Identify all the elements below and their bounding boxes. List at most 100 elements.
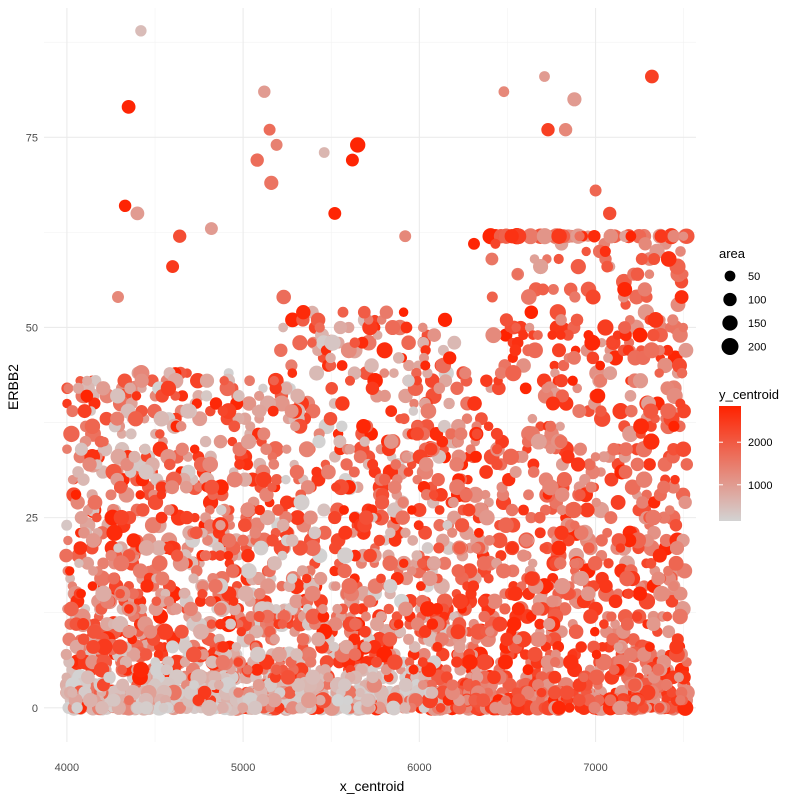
data-point bbox=[527, 342, 543, 359]
data-point bbox=[74, 442, 88, 456]
data-point bbox=[476, 556, 492, 571]
data-point bbox=[328, 206, 342, 220]
data-point bbox=[378, 473, 391, 486]
data-point bbox=[296, 565, 309, 577]
data-point bbox=[217, 405, 228, 417]
data-point bbox=[349, 337, 361, 348]
data-point bbox=[428, 490, 439, 500]
data-point bbox=[574, 231, 585, 242]
data-point bbox=[219, 376, 229, 386]
data-point bbox=[643, 458, 656, 471]
data-point bbox=[73, 541, 88, 555]
data-point bbox=[574, 489, 586, 501]
data-point bbox=[204, 222, 218, 236]
data-point bbox=[570, 457, 586, 472]
data-point bbox=[317, 525, 332, 540]
data-point bbox=[60, 648, 72, 661]
data-point bbox=[479, 509, 495, 526]
data-point bbox=[317, 610, 330, 623]
data-point bbox=[234, 459, 245, 470]
data-point bbox=[206, 619, 217, 629]
data-point bbox=[491, 381, 506, 396]
data-point bbox=[607, 442, 621, 456]
data-point bbox=[134, 373, 149, 388]
data-point bbox=[518, 330, 529, 341]
data-point bbox=[136, 503, 150, 517]
data-point bbox=[336, 420, 348, 432]
data-point bbox=[549, 360, 560, 371]
data-point bbox=[434, 488, 448, 502]
data-point bbox=[155, 481, 168, 494]
x-tick-label: 7000 bbox=[583, 762, 607, 774]
data-point bbox=[552, 343, 566, 358]
data-point bbox=[215, 618, 226, 630]
data-point bbox=[185, 646, 202, 663]
data-point bbox=[428, 557, 441, 569]
data-point bbox=[534, 618, 546, 630]
data-point bbox=[237, 585, 254, 602]
data-point bbox=[64, 601, 79, 617]
data-point bbox=[412, 474, 422, 485]
data-point bbox=[613, 700, 628, 715]
data-point bbox=[418, 352, 430, 363]
data-point bbox=[276, 289, 292, 305]
data-point bbox=[110, 388, 126, 404]
data-point bbox=[412, 502, 427, 518]
data-point bbox=[267, 556, 282, 571]
data-point bbox=[271, 664, 282, 675]
data-point bbox=[446, 679, 458, 691]
data-point bbox=[486, 291, 498, 303]
data-point bbox=[662, 611, 673, 622]
data-point bbox=[543, 618, 556, 631]
data-point bbox=[130, 206, 145, 221]
data-point bbox=[249, 526, 262, 539]
data-point bbox=[376, 342, 393, 359]
data-point bbox=[597, 642, 608, 652]
data-point bbox=[85, 533, 101, 548]
data-point bbox=[253, 540, 269, 556]
size-legend-label: 100 bbox=[748, 295, 766, 307]
data-point bbox=[527, 466, 540, 478]
data-point bbox=[588, 701, 601, 714]
data-point bbox=[418, 457, 434, 472]
data-point bbox=[506, 616, 522, 632]
data-point bbox=[400, 321, 413, 334]
y-tick-label: 25 bbox=[26, 513, 38, 525]
data-point bbox=[382, 631, 398, 647]
data-point bbox=[618, 321, 632, 334]
data-point bbox=[531, 631, 547, 647]
data-point bbox=[276, 518, 290, 532]
data-point bbox=[77, 633, 90, 645]
data-point bbox=[138, 540, 155, 556]
data-point bbox=[309, 365, 325, 381]
data-point bbox=[448, 497, 459, 508]
data-point bbox=[558, 123, 573, 137]
data-point bbox=[200, 390, 213, 402]
data-point bbox=[404, 657, 415, 667]
data-point bbox=[606, 611, 617, 622]
data-point bbox=[612, 330, 623, 340]
data-point bbox=[337, 678, 352, 692]
data-point bbox=[624, 390, 637, 402]
data-point bbox=[96, 381, 111, 396]
data-point bbox=[379, 305, 394, 319]
data-point bbox=[99, 436, 109, 447]
data-point bbox=[539, 71, 550, 82]
data-point bbox=[165, 480, 180, 495]
data-point bbox=[645, 509, 662, 526]
data-point bbox=[267, 692, 282, 708]
data-point bbox=[570, 258, 586, 275]
data-point bbox=[454, 427, 468, 441]
data-point bbox=[217, 641, 229, 653]
data-point bbox=[264, 625, 276, 638]
data-point bbox=[572, 383, 583, 394]
y-tick-label: 0 bbox=[32, 703, 38, 715]
data-point bbox=[599, 579, 613, 593]
data-point bbox=[80, 389, 94, 403]
data-point bbox=[339, 639, 354, 654]
data-point bbox=[540, 655, 555, 670]
data-point bbox=[63, 383, 74, 394]
data-point bbox=[620, 617, 634, 631]
data-point bbox=[453, 541, 466, 555]
data-point bbox=[274, 343, 288, 357]
